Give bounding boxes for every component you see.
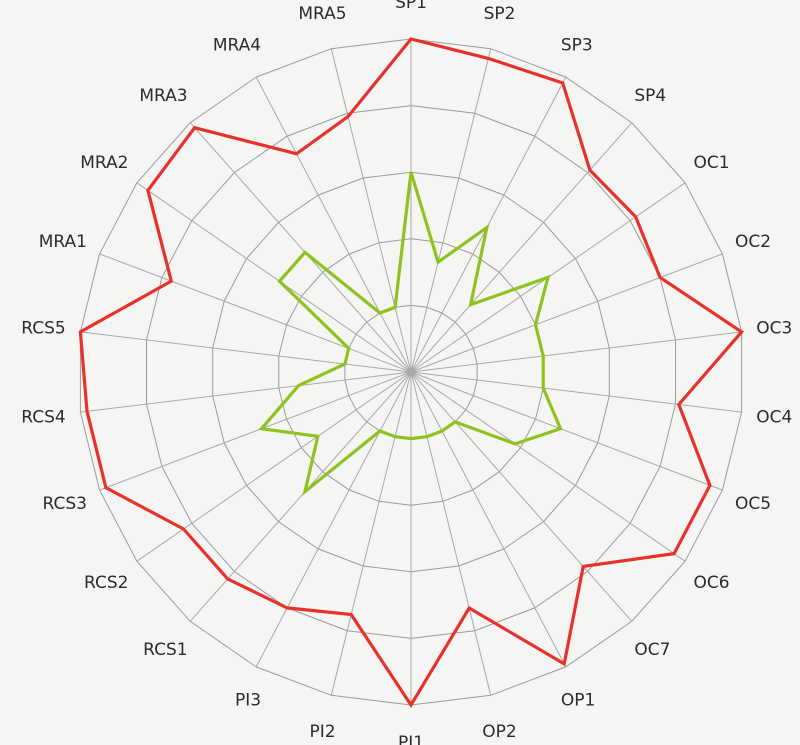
spoke-sp4	[410, 122, 633, 373]
spoke-sp2	[410, 48, 492, 373]
axis-label-mra2: MRA2	[80, 153, 128, 173]
axis-label-rcs1: RCS1	[143, 640, 187, 660]
spoke-mra3	[189, 122, 412, 373]
axis-label-oc5: OC5	[735, 494, 771, 514]
axis-label-oc4: OC4	[756, 408, 792, 428]
axis-label-oc7: OC7	[634, 640, 670, 660]
spoke-oc4	[410, 371, 742, 413]
spoke-oc5	[410, 371, 723, 491]
axis-label-oc3: OC3	[756, 318, 792, 338]
spoke-oc3	[410, 331, 742, 373]
spoke-mra5	[330, 48, 412, 373]
axis-label-sp4: SP4	[634, 86, 666, 106]
axis-label-pi2: PI2	[309, 722, 335, 742]
axis-label-mra5: MRA5	[298, 4, 346, 24]
axis-label-mra1: MRA1	[39, 232, 87, 252]
axis-label-sp3: SP3	[561, 35, 593, 55]
axis-label-op2: OP2	[482, 722, 516, 742]
spoke-rcs5	[80, 331, 412, 373]
spoke-mra4	[255, 76, 412, 373]
axis-label-op1: OP1	[561, 691, 595, 711]
axis-label-mra4: MRA4	[213, 35, 261, 55]
grid-spokes	[80, 39, 742, 705]
axis-label-mra3: MRA3	[139, 86, 187, 106]
series-layer	[78, 37, 744, 709]
spoke-rcs3	[99, 371, 412, 491]
spoke-oc2	[410, 253, 723, 373]
axis-label-rcs3: RCS3	[43, 494, 87, 514]
axis-label-sp2: SP2	[484, 4, 516, 24]
axis-label-rcs4: RCS4	[21, 408, 65, 428]
axis-label-sp1: SP1	[395, 0, 427, 13]
axis-label-pi1: PI1	[398, 733, 424, 745]
axis-label-oc1: OC1	[694, 153, 730, 173]
spoke-rcs1	[189, 371, 412, 622]
spoke-oc7	[410, 371, 633, 622]
spoke-pi2	[330, 371, 412, 696]
spoke-op1	[410, 371, 567, 668]
axis-label-oc6: OC6	[694, 573, 730, 593]
spoke-rcs4	[80, 371, 412, 413]
axis-label-rcs2: RCS2	[84, 573, 128, 593]
axis-label-pi3: PI3	[235, 691, 261, 711]
axis-labels: SP1 SP2 SP3 SP4 OC1 OC2 OC3 OC4 OC5 OC6 OC7 OP1 OP2 P…	[21, 0, 792, 745]
spoke-mra1	[99, 253, 412, 373]
spoke-oc6	[410, 371, 686, 562]
axis-label-oc2: OC2	[735, 232, 771, 252]
axis-label-rcs5: RCS5	[21, 318, 65, 338]
spoke-pi3	[255, 371, 412, 668]
spoke-mra2	[136, 182, 412, 373]
spoke-op2	[410, 371, 492, 696]
